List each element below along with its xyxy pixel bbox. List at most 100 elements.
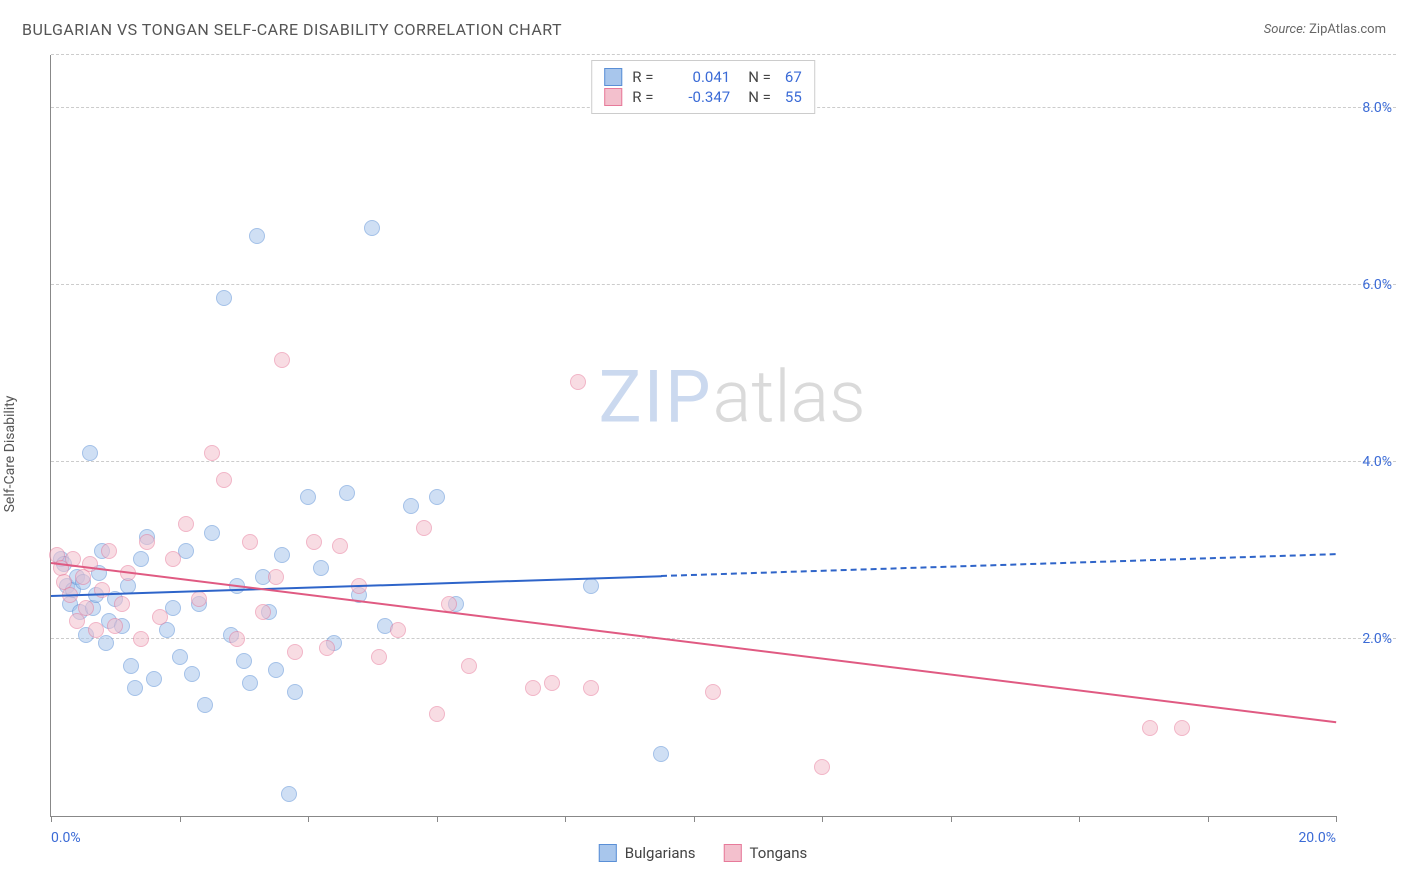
watermark-zip: ZIP xyxy=(598,355,712,440)
y-tick-label: 6.0% xyxy=(1362,277,1392,293)
data-point xyxy=(544,675,560,691)
data-point xyxy=(204,445,220,461)
legend-label-bulgarians: Bulgarians xyxy=(625,844,696,862)
r-label: R = xyxy=(632,88,662,106)
x-tick xyxy=(694,816,695,822)
legend-row-bulgarians: R = 0.041 N = 67 xyxy=(604,67,802,87)
data-point xyxy=(274,547,290,563)
data-point xyxy=(236,653,252,669)
data-point xyxy=(1174,720,1190,736)
series-legend: Bulgarians Tongans xyxy=(599,844,807,862)
data-point xyxy=(287,684,303,700)
data-point xyxy=(429,706,445,722)
gridline xyxy=(51,284,1396,285)
data-point xyxy=(306,534,322,550)
watermark-atlas: atlas xyxy=(713,355,866,440)
data-point xyxy=(216,472,232,488)
watermark: ZIPatlas xyxy=(598,355,865,440)
data-point xyxy=(364,220,380,236)
n-value-tongans: 55 xyxy=(785,88,802,106)
data-point xyxy=(133,631,149,647)
x-tick xyxy=(1079,816,1080,822)
y-tick-label: 4.0% xyxy=(1362,454,1392,470)
data-point xyxy=(249,228,265,244)
data-point xyxy=(242,675,258,691)
data-point xyxy=(281,786,297,802)
source-name: ZipAtlas.com xyxy=(1309,22,1386,37)
data-point xyxy=(332,538,348,554)
data-point xyxy=(172,649,188,665)
n-label: N = xyxy=(748,68,771,86)
swatch-tongans xyxy=(724,844,742,862)
data-point xyxy=(653,746,669,762)
data-point xyxy=(204,525,220,541)
legend-item-bulgarians: Bulgarians xyxy=(599,844,696,862)
x-tick xyxy=(951,816,952,822)
data-point xyxy=(287,644,303,660)
data-point xyxy=(127,680,143,696)
x-tick xyxy=(822,816,823,822)
data-point xyxy=(114,596,130,612)
x-tick xyxy=(1336,816,1337,822)
data-point xyxy=(242,534,258,550)
n-value-bulgarians: 67 xyxy=(785,68,802,86)
data-point xyxy=(78,600,94,616)
r-value-bulgarians: 0.041 xyxy=(672,68,730,86)
data-point xyxy=(229,631,245,647)
x-tick-label: 20.0% xyxy=(1298,830,1336,846)
data-point xyxy=(319,640,335,656)
r-label: R = xyxy=(632,68,662,86)
data-point xyxy=(101,543,117,559)
x-tick xyxy=(565,816,566,822)
data-point xyxy=(1142,720,1158,736)
n-label: N = xyxy=(748,88,771,106)
gridline xyxy=(51,638,1396,639)
data-point xyxy=(583,578,599,594)
data-point xyxy=(107,618,123,634)
data-point xyxy=(216,290,232,306)
data-point xyxy=(146,671,162,687)
data-point xyxy=(441,596,457,612)
data-point xyxy=(274,352,290,368)
data-point xyxy=(178,516,194,532)
data-point xyxy=(184,666,200,682)
data-point xyxy=(300,489,316,505)
source-attribution: Source: ZipAtlas.com xyxy=(1264,22,1386,37)
data-point xyxy=(416,520,432,536)
data-point xyxy=(583,680,599,696)
data-point xyxy=(390,622,406,638)
data-point xyxy=(255,604,271,620)
data-point xyxy=(152,609,168,625)
data-point xyxy=(461,658,477,674)
data-point xyxy=(371,649,387,665)
swatch-bulgarians xyxy=(604,68,622,86)
r-value-tongans: -0.347 xyxy=(672,88,730,106)
data-point xyxy=(139,534,155,550)
data-point xyxy=(165,551,181,567)
swatch-tongans xyxy=(604,88,622,106)
data-point xyxy=(133,551,149,567)
x-tick xyxy=(437,816,438,822)
source-prefix: Source: xyxy=(1264,22,1309,37)
y-axis-label: Self-Care Disability xyxy=(2,396,18,513)
x-tick xyxy=(180,816,181,822)
data-point xyxy=(525,680,541,696)
x-tick xyxy=(1208,816,1209,822)
data-point xyxy=(197,697,213,713)
y-tick-label: 2.0% xyxy=(1362,631,1392,647)
data-point xyxy=(88,622,104,638)
legend-label-tongans: Tongans xyxy=(750,844,808,862)
data-point xyxy=(94,582,110,598)
data-point xyxy=(429,489,445,505)
data-point xyxy=(403,498,419,514)
data-point xyxy=(570,374,586,390)
data-point xyxy=(705,684,721,700)
data-point xyxy=(814,759,830,775)
data-point xyxy=(268,662,284,678)
trend-line xyxy=(661,553,1336,577)
x-tick-label: 0.0% xyxy=(51,830,81,846)
gridline xyxy=(51,54,1396,55)
data-point xyxy=(313,560,329,576)
y-tick-label: 8.0% xyxy=(1362,100,1392,116)
legend-row-tongans: R = -0.347 N = 55 xyxy=(604,87,802,107)
